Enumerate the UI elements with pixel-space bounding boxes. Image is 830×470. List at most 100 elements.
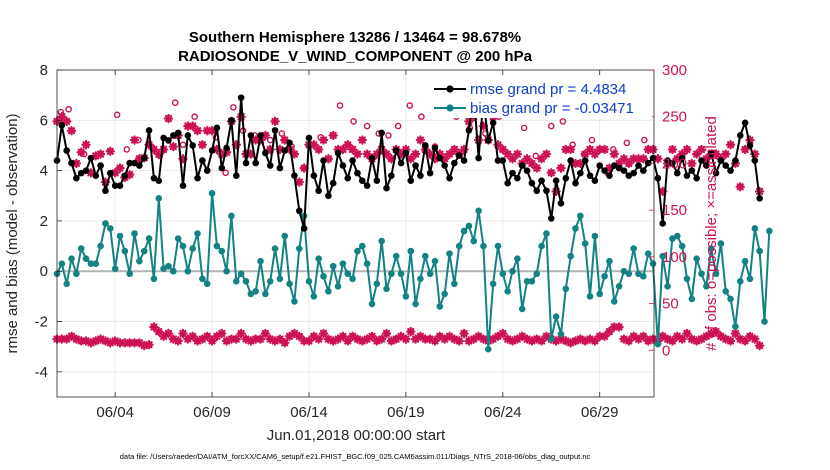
bias-point xyxy=(732,323,739,330)
obs-assimilated-point xyxy=(410,149,421,159)
obs-assimilated-point xyxy=(158,144,169,155)
obs-assimilated-point xyxy=(517,331,527,341)
rmse-point xyxy=(203,167,211,174)
bias-point xyxy=(165,262,172,270)
obs-assimilated-point xyxy=(129,135,140,145)
bias-point xyxy=(126,270,133,278)
bias-point xyxy=(77,245,85,252)
rmse-point xyxy=(150,174,158,182)
bias-point xyxy=(635,270,642,278)
bias-point xyxy=(121,247,129,255)
obs-assimilated-point xyxy=(711,149,721,159)
obs-assimilated-point xyxy=(144,140,154,150)
obs-assimilated-point xyxy=(309,331,319,341)
obs-assimilated-point xyxy=(672,154,682,164)
bias-point xyxy=(688,295,696,303)
obs-assimilated-point xyxy=(396,331,406,341)
obs-assimilated-point xyxy=(595,331,605,341)
rmse-point xyxy=(703,162,710,169)
obs-assimilated-point xyxy=(464,336,474,346)
bias-point xyxy=(664,283,671,290)
bias-point xyxy=(213,242,221,250)
rmse-point xyxy=(712,169,720,177)
obs-assimilated-point xyxy=(648,334,658,344)
bias-point xyxy=(736,277,744,285)
rmse-point xyxy=(358,177,366,184)
obs-assimilated-point xyxy=(192,126,203,136)
obs-assimilated-point xyxy=(357,135,367,145)
bias-point xyxy=(87,260,95,267)
legend-rmse-marker xyxy=(446,85,454,93)
bias-point xyxy=(504,288,511,295)
rmse-point xyxy=(683,172,691,179)
obs-possible-point xyxy=(179,141,187,149)
obs-assimilated-point xyxy=(221,336,232,346)
bias-point xyxy=(421,252,429,260)
rmse-point xyxy=(126,159,133,167)
obs-possible-point xyxy=(123,146,131,153)
bias-point xyxy=(140,247,148,255)
rmse-point xyxy=(678,154,686,162)
obs-assimilated-point xyxy=(386,154,397,164)
obs-assimilated-point xyxy=(643,144,653,155)
rmse-point xyxy=(528,179,536,187)
rmse-point xyxy=(407,177,415,184)
legend-bias-label: bias grand pr = -0.03471 xyxy=(470,100,634,117)
obs-assimilated-point xyxy=(459,144,469,155)
rmse-point xyxy=(140,154,148,162)
obs-assimilated-point xyxy=(246,336,256,346)
obs-assimilated-point xyxy=(299,336,309,346)
bias-point xyxy=(703,283,710,290)
obs-assimilated-point xyxy=(730,328,741,339)
bias-point xyxy=(160,265,167,273)
obs-assimilated-point xyxy=(275,144,285,155)
rmse-point xyxy=(291,172,298,179)
obs-assimilated-point xyxy=(318,135,329,145)
bias-point xyxy=(572,225,579,232)
obs-assimilated-point xyxy=(599,144,610,155)
rmse-point xyxy=(518,162,526,169)
rmse-point xyxy=(552,177,560,184)
obs-assimilated-point xyxy=(536,154,547,164)
obs-possible-point xyxy=(113,111,121,119)
obs-assimilated-point xyxy=(328,130,338,141)
obs-assimilated-point xyxy=(478,121,489,131)
rmse-point xyxy=(281,147,289,154)
obs-assimilated-point xyxy=(352,149,363,159)
obs-assimilated-point xyxy=(609,322,619,332)
bias-point xyxy=(407,247,415,255)
obs-assimilated-point xyxy=(439,334,450,344)
bias-point xyxy=(659,252,667,260)
obs-assimilated-point xyxy=(401,334,411,344)
rmse-point xyxy=(184,132,192,139)
obs-assimilated-point xyxy=(100,177,111,187)
obs-assimilated-point xyxy=(590,149,600,159)
rmse-point xyxy=(169,132,177,139)
obs-assimilated-point xyxy=(541,149,552,159)
bias-point xyxy=(116,232,124,240)
rmse-point xyxy=(489,119,497,127)
bias-point xyxy=(203,280,211,288)
bias-point xyxy=(460,227,468,235)
obs-assimilated-point xyxy=(677,334,687,344)
obs-assimilated-point xyxy=(86,338,96,348)
obs-possible-point xyxy=(394,122,402,130)
obs-assimilated-point xyxy=(696,144,707,155)
bias-point xyxy=(543,230,550,237)
rmse-point xyxy=(547,215,555,222)
rmse-point xyxy=(727,167,734,174)
obs-assimilated-point xyxy=(207,126,217,136)
obs-assimilated-point xyxy=(415,331,426,341)
obs-assimilated-point xyxy=(372,336,382,346)
y-left-tick-label: 6 xyxy=(40,112,48,129)
chart-title-line1: Southern Hemisphere 13286 / 13464 = 98.6… xyxy=(189,29,521,46)
bias-point xyxy=(480,242,487,250)
rmse-point xyxy=(111,182,119,190)
y-right-tick-label: 250 xyxy=(662,109,687,126)
obs-assimilated-point xyxy=(333,334,343,344)
x-tick-label: 06/14 xyxy=(290,404,328,421)
rmse-point xyxy=(77,169,85,177)
rmse-point xyxy=(504,179,511,187)
rmse-point xyxy=(242,159,250,167)
obs-assimilated-point xyxy=(556,334,566,344)
